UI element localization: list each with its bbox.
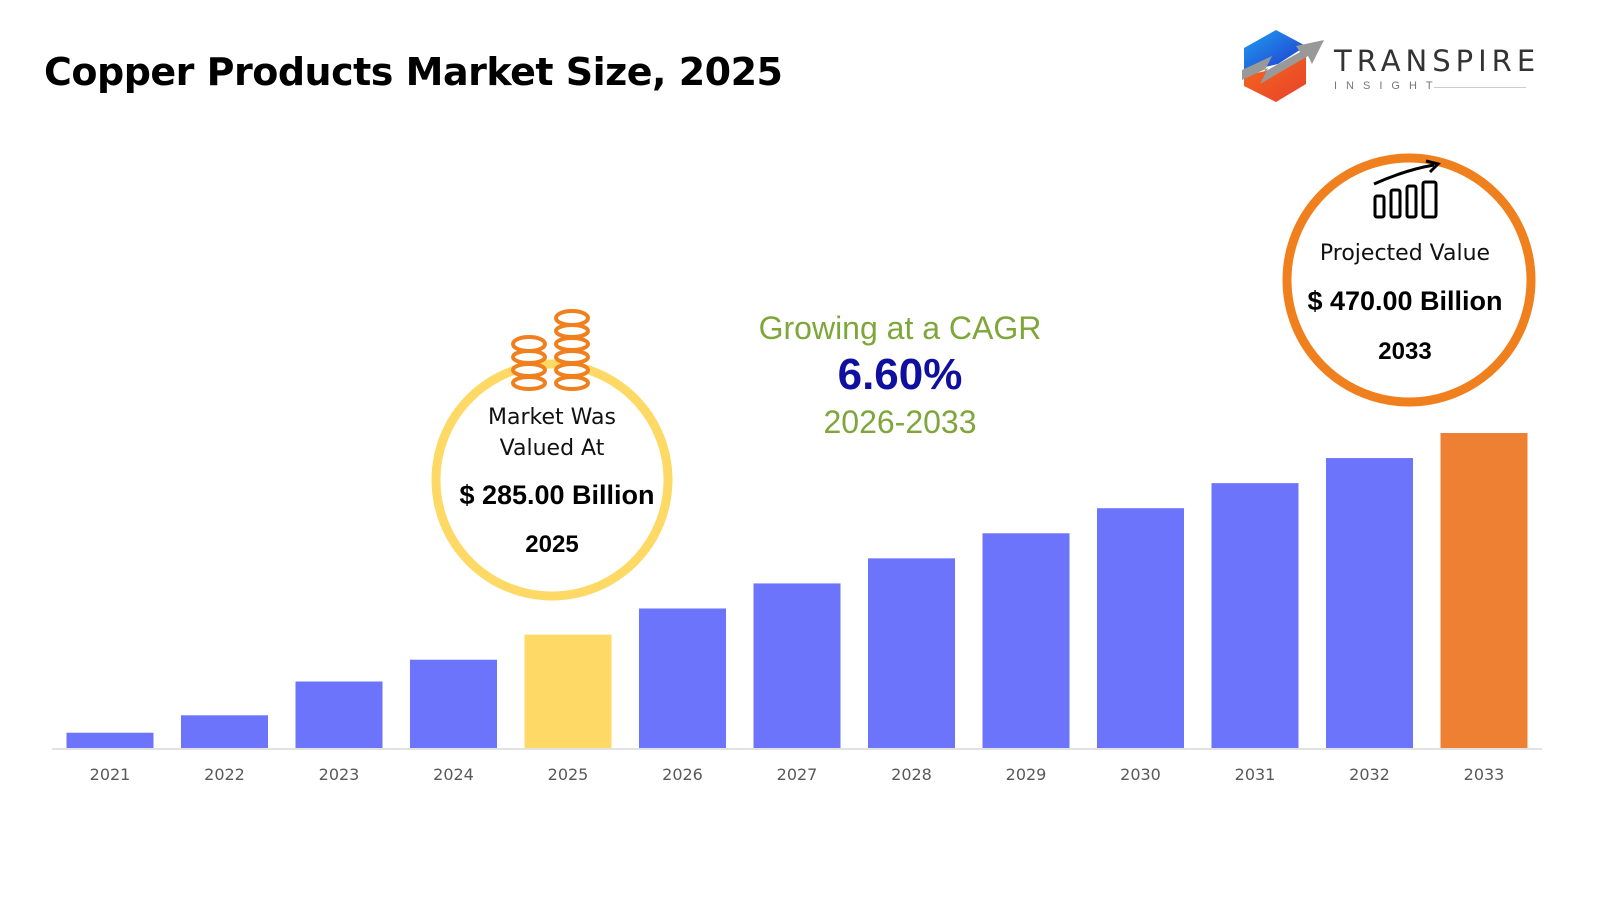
bar-2029 (982, 533, 1070, 748)
callout-2033-ring (1282, 153, 1536, 407)
cagr-period: 2026-2033 (823, 404, 977, 440)
bar-2025 (524, 634, 612, 748)
bar-2032 (1326, 458, 1413, 748)
growth-bar-chart-icon (1373, 159, 1441, 219)
cagr-value: 6.60% (837, 350, 963, 399)
x-tick-label-2024: 2024 (433, 765, 474, 784)
bar-2021 (66, 732, 154, 748)
x-tick-label-2031: 2031 (1235, 765, 1276, 784)
callout-2033-year: 2033 (1378, 338, 1432, 365)
bar-2028 (868, 558, 955, 748)
bar-2026 (639, 608, 726, 748)
bar-2022 (181, 715, 268, 748)
x-tick-label-2021: 2021 (90, 765, 131, 784)
callout-2025-label-line2: Valued At (499, 436, 605, 461)
logo-name: TRANSPIRE (1334, 44, 1541, 78)
callout-2025-label-line1: Market Was (488, 405, 616, 430)
x-tick-label-2029: 2029 (1006, 765, 1047, 784)
transpire-insight-logo: TRANSPIRE INSIGHT (1238, 26, 1538, 106)
callout-2025-label: Market Was Valued At (452, 402, 652, 464)
callout-2025-value: $ 285.00 Billion (459, 480, 655, 510)
callout-2033-value: $ 470.00 Billion (1307, 286, 1503, 316)
cagr-label: Growing at a CAGR (758, 310, 1042, 346)
logo-divider (1434, 87, 1526, 88)
x-tick-label-2028: 2028 (891, 765, 932, 784)
bar-2033 (1440, 433, 1528, 748)
x-tick-label-2026: 2026 (662, 765, 703, 784)
bar-2024 (410, 659, 497, 748)
x-tick-label-2032: 2032 (1349, 765, 1390, 784)
bar-2027 (753, 583, 841, 748)
x-tick-label-2033: 2033 (1464, 765, 1505, 784)
bar-2031 (1211, 483, 1299, 748)
callout-2025-ring (431, 359, 673, 601)
coin-stacks-icon (511, 309, 590, 391)
logo-subtitle: INSIGHT (1334, 80, 1442, 92)
bar-2023 (295, 681, 383, 748)
page-title: Copper Products Market Size, 2025 (44, 50, 783, 94)
x-tick-label-2022: 2022 (204, 765, 245, 784)
x-tick-label-2027: 2027 (777, 765, 818, 784)
x-tick-label-2025: 2025 (548, 765, 589, 784)
callout-2033-label: Projected Value (1319, 241, 1491, 266)
logo-mark-icon (1242, 30, 1324, 102)
x-tick-label-2030: 2030 (1120, 765, 1161, 784)
bar-2030 (1097, 508, 1184, 748)
callout-2025-year: 2025 (525, 531, 579, 558)
x-tick-label-2023: 2023 (319, 765, 360, 784)
